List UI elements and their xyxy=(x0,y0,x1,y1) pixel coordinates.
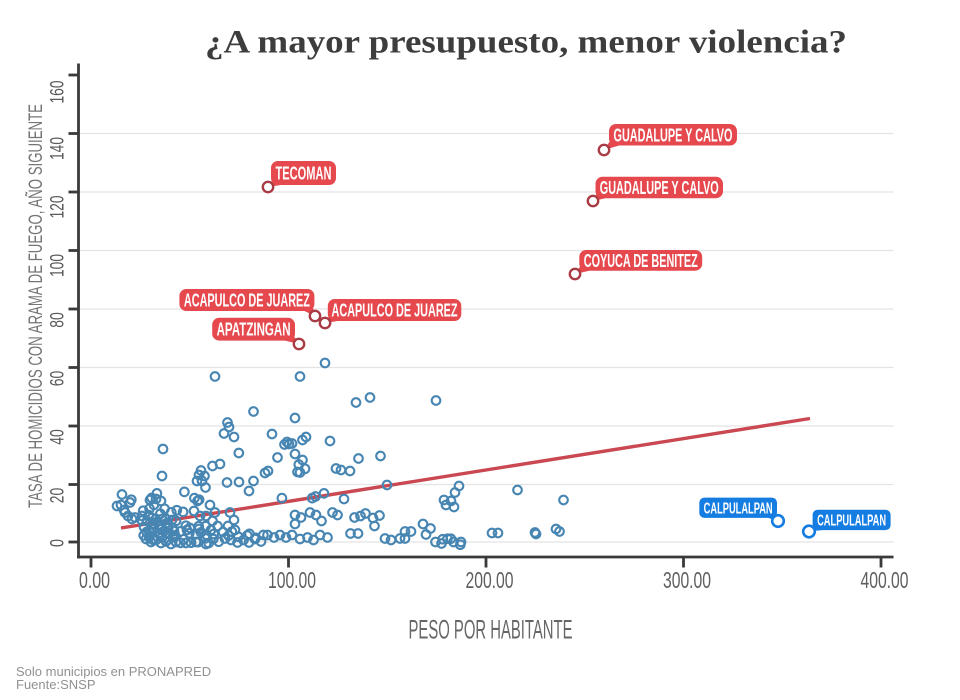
svg-text:ACAPULCO DE JUAREZ: ACAPULCO DE JUAREZ xyxy=(184,291,310,311)
svg-text:160: 160 xyxy=(48,81,69,104)
svg-text:0: 0 xyxy=(48,539,69,547)
svg-text:APATZINGAN: APATZINGAN xyxy=(217,320,291,340)
svg-text:TASA DE HOMICIDIOS CON ARAMA D: TASA DE HOMICIDIOS CON ARAMA DE FUEGO, A… xyxy=(25,104,47,508)
svg-text:80: 80 xyxy=(48,312,69,328)
svg-text:¿A mayor presupuesto, menor vi: ¿A mayor presupuesto, menor violencia? xyxy=(205,25,847,61)
svg-text:GUADALUPE Y CALVO: GUADALUPE Y CALVO xyxy=(600,178,719,198)
svg-text:Fuente:SNSP: Fuente:SNSP xyxy=(16,677,96,692)
svg-text:Solo municipios en PRONAPRED: Solo municipios en PRONAPRED xyxy=(16,664,211,679)
svg-text:CALPULALPAN: CALPULALPAN xyxy=(704,500,773,517)
svg-text:60: 60 xyxy=(48,371,69,387)
svg-text:300.00: 300.00 xyxy=(663,567,711,593)
svg-text:140: 140 xyxy=(48,137,69,160)
svg-text:GUADALUPE Y CALVO: GUADALUPE Y CALVO xyxy=(614,125,733,145)
svg-text:100: 100 xyxy=(48,254,69,277)
svg-text:COYUCA DE BENITEZ: COYUCA DE BENITEZ xyxy=(584,251,698,271)
svg-text:100.00: 100.00 xyxy=(268,567,316,593)
svg-text:CALPULALPAN: CALPULALPAN xyxy=(817,512,886,529)
svg-text:0.00: 0.00 xyxy=(79,567,110,593)
svg-text:TECOMAN: TECOMAN xyxy=(276,164,332,184)
svg-text:200.00: 200.00 xyxy=(466,567,514,593)
svg-text:ACAPULCO DE JUAREZ: ACAPULCO DE JUAREZ xyxy=(332,301,458,321)
svg-text:20: 20 xyxy=(48,488,69,504)
svg-text:40: 40 xyxy=(48,429,69,445)
svg-text:120: 120 xyxy=(48,196,69,219)
svg-text:PESO POR HABITANTE: PESO POR HABITANTE xyxy=(409,615,573,645)
svg-text:400.00: 400.00 xyxy=(861,567,909,593)
